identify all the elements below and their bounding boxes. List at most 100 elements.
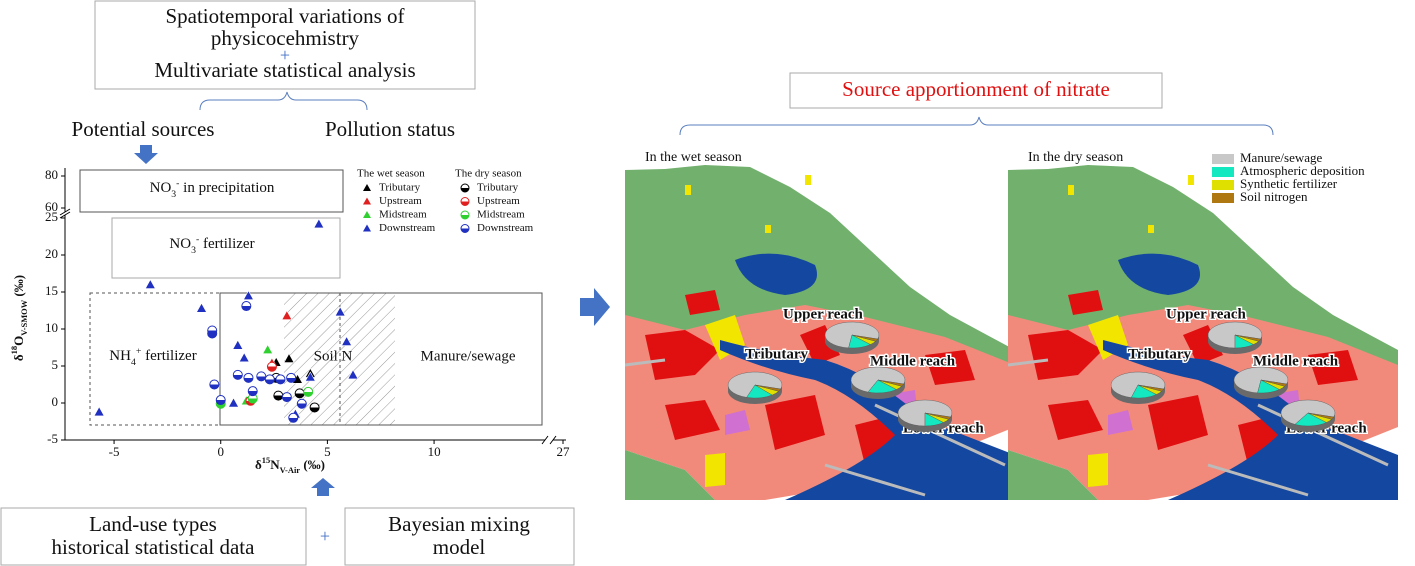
y-tick-label: 60 [45, 199, 58, 214]
region-box [219, 292, 543, 426]
triangle-point [313, 218, 325, 229]
half-circle-point [207, 325, 218, 336]
x-tick-label: 10 [428, 444, 441, 459]
text-part: δ [11, 354, 26, 361]
legend-marker [363, 211, 371, 218]
legend-marker [460, 183, 470, 193]
legend-swatch [1212, 167, 1234, 177]
legend-triangle [363, 224, 371, 232]
legend-swatch [1212, 180, 1234, 190]
superscript: - [176, 178, 179, 189]
legend-circle [460, 210, 470, 220]
top-box-line: physicocehmistry [211, 26, 360, 50]
text-part: fertilizer [199, 236, 254, 252]
half-circle-point [266, 361, 277, 372]
region-label: Manure/sewage [421, 348, 516, 364]
text-part: in precipitation [179, 180, 274, 196]
right-arrow [580, 288, 610, 326]
region-label: Soil N [314, 348, 353, 364]
up-arrow [311, 478, 335, 496]
triangle-point [228, 397, 240, 408]
region-box [79, 169, 344, 213]
legend-triangle [363, 197, 371, 205]
pie-slice [851, 334, 879, 342]
land-use-map [625, 165, 1015, 500]
half-circle-point [247, 386, 258, 397]
triangle-point [232, 339, 244, 350]
legend-circle [460, 183, 470, 193]
top-box-line: Multivariate statistical analysis [154, 58, 415, 82]
rich-text: NH4+ fertilizer [109, 346, 196, 368]
reach-label: Tributary [1128, 346, 1192, 362]
legend-circle [460, 224, 470, 233]
legend-label: Downstream [477, 222, 534, 234]
axis-break [59, 208, 557, 445]
superscript: - [196, 234, 199, 245]
triangle-point [347, 369, 359, 380]
y-tick-label: 80 [45, 167, 58, 182]
half-circle-point [241, 301, 252, 312]
legend-label: Tributary [379, 182, 421, 194]
pie-slice [924, 412, 952, 420]
legend-label: Downstream [379, 222, 436, 234]
superscript: 15 [262, 455, 270, 465]
subscript: 3 [191, 245, 196, 256]
y-tick-label: 15 [45, 283, 58, 298]
branch-label: Pollution status [325, 117, 455, 141]
text-part: (‰) [300, 457, 325, 472]
pie-slice [877, 379, 905, 387]
reach-label: Middle reach [1253, 353, 1339, 369]
subscript: V-SMOW [19, 299, 29, 335]
pie-slice [1260, 379, 1288, 387]
pie-slice [1234, 334, 1262, 342]
y-tick-label: 0 [52, 394, 59, 409]
reach-label: Tributary [745, 346, 809, 362]
rich-text: δ15NV-Air (‰) [255, 455, 325, 475]
pie-slice [1137, 384, 1165, 392]
legend-label: Atmospheric deposition [1240, 163, 1365, 178]
top-box [94, 0, 476, 90]
reach-label: Upper reach [783, 306, 864, 322]
text-part: NO [169, 236, 191, 252]
half-circle-point [296, 398, 307, 409]
half-circle-point [243, 372, 254, 383]
brace [679, 116, 1274, 136]
legend-label: Midstream [477, 209, 525, 221]
legend-label: Midstream [379, 209, 427, 221]
legend-header: The dry season [455, 168, 522, 180]
legend-header: The wet season [357, 168, 425, 180]
plus-sign: + [280, 45, 290, 65]
map-title: In the wet season [645, 150, 742, 165]
legend-triangle [363, 211, 371, 218]
legend-label: Upstream [379, 195, 422, 207]
legend-marker [363, 197, 371, 205]
bottom-box-line: model [433, 535, 486, 559]
text-part: fertilizer [141, 348, 196, 364]
legend-marker [460, 210, 470, 220]
top-box-line: Spatiotemporal variations of [165, 4, 404, 28]
triangle-point [93, 406, 105, 417]
x-tick-label: -5 [109, 444, 120, 459]
title-box [789, 72, 1163, 109]
reach-label: Middle reach [870, 353, 956, 369]
triangle-point [238, 352, 250, 363]
half-circle-point [286, 372, 297, 383]
legend-swatch [1212, 154, 1234, 164]
legend-label: Synthetic fertilizer [1240, 176, 1338, 191]
superscript: 18 [9, 346, 19, 354]
triangle-point [341, 335, 353, 346]
land-use-map [1008, 165, 1398, 500]
text-part: NH [109, 348, 131, 364]
pie-slice [727, 371, 783, 398]
y-tick-label: 5 [52, 357, 59, 372]
subscript: 4 [131, 357, 136, 368]
legend-marker [363, 184, 371, 191]
subscript: V-Air [280, 465, 301, 475]
legend-circle [460, 197, 470, 206]
legend-label: Tributary [477, 182, 519, 194]
half-circle-point [281, 392, 292, 403]
map-title: In the dry season [1028, 150, 1123, 165]
triangle-point [262, 344, 274, 355]
legend-swatch [1212, 193, 1234, 203]
bottom-box [344, 507, 575, 566]
